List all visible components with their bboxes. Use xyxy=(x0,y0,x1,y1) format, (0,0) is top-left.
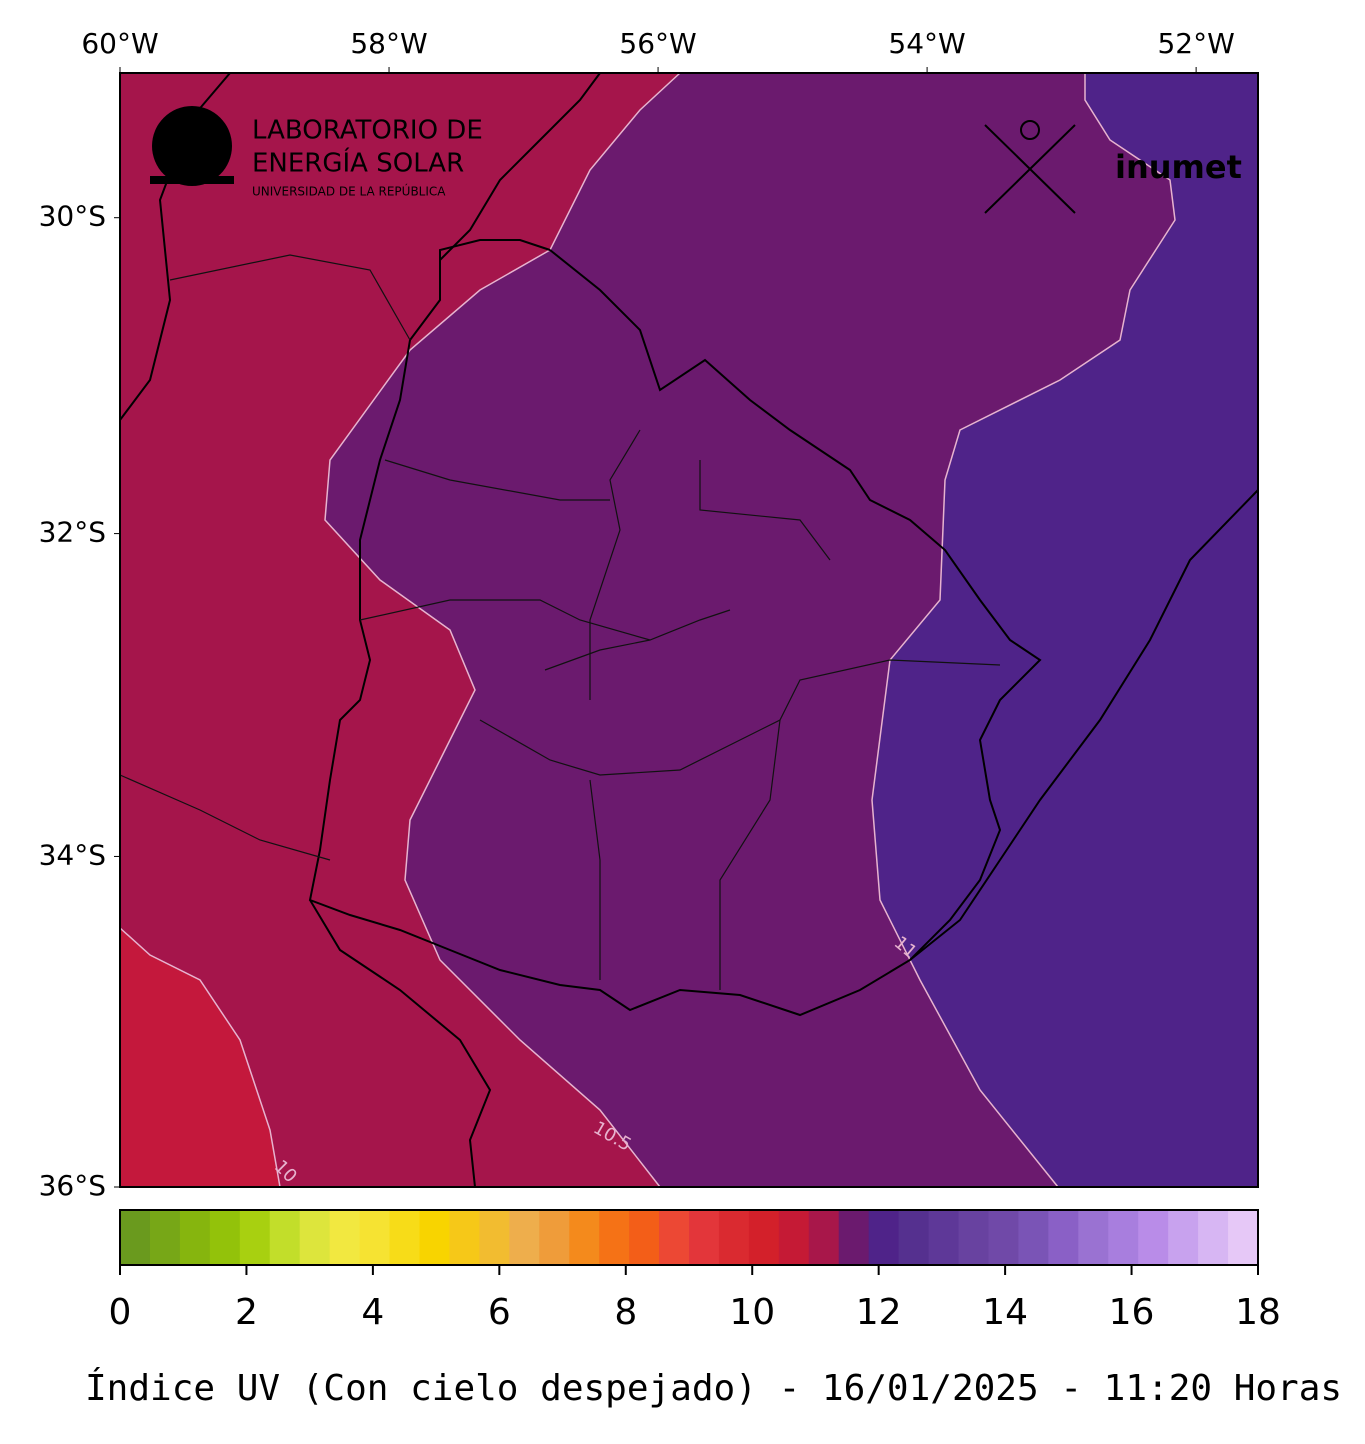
border xyxy=(439,72,601,261)
colorbar-segment xyxy=(659,1210,690,1265)
colorbar-segment xyxy=(838,1210,870,1265)
colorbar-segment xyxy=(1228,1210,1259,1265)
colorbar-tick-label: 12 xyxy=(856,1292,902,1333)
colorbar-segment xyxy=(389,1210,420,1265)
colorbar-tick-label: 2 xyxy=(235,1292,258,1333)
colorbar-segment xyxy=(120,1210,151,1265)
colorbar-segment xyxy=(599,1210,630,1265)
colorbar-segment xyxy=(629,1210,660,1265)
colorbar-segment xyxy=(1108,1210,1139,1265)
inumet-logo: inumet xyxy=(984,120,1242,214)
logo-sun xyxy=(1020,120,1040,140)
dept-line xyxy=(169,254,411,341)
uruguay-border xyxy=(308,239,1042,1017)
colorbar-segment xyxy=(479,1210,510,1265)
colorbar-segment xyxy=(419,1210,450,1265)
colorbar-segment xyxy=(209,1210,241,1265)
inumet-name: inumet xyxy=(1115,148,1242,186)
colorbar-tick-label: 18 xyxy=(1235,1292,1281,1333)
region-below-10 xyxy=(120,928,280,1187)
colorbar-segment xyxy=(149,1210,181,1265)
colorbar-tick-label: 10 xyxy=(729,1292,775,1333)
colorbar-segment xyxy=(808,1210,840,1265)
lat-tick-label: 34°S xyxy=(39,838,106,871)
colorbar-tick-label: 14 xyxy=(982,1292,1028,1333)
colorbar-frame xyxy=(119,1209,1259,1266)
logo-subtitle: UNIVERSIDAD DE LA REPÚBLICA xyxy=(252,184,446,199)
dept-line xyxy=(384,459,610,501)
colorbar-segment xyxy=(299,1210,331,1265)
colorbar-segment xyxy=(539,1210,570,1265)
lon-tick-label: 58°W xyxy=(350,27,427,60)
colorbar-tick-label: 4 xyxy=(361,1292,384,1333)
colorbar-tick-label: 8 xyxy=(614,1292,637,1333)
colorbar-segment xyxy=(269,1210,301,1265)
dept-line xyxy=(589,429,641,700)
region-105-11 xyxy=(325,73,1175,1187)
map-frame xyxy=(119,72,1259,1188)
colorbar-segment xyxy=(748,1210,780,1265)
colorbar-segment xyxy=(958,1210,989,1265)
colorbar-segment xyxy=(1018,1210,1049,1265)
colorbar-tick-label: 0 xyxy=(109,1292,132,1333)
logo-base xyxy=(150,176,234,184)
colorbar-segment xyxy=(718,1210,750,1265)
borders xyxy=(119,72,1259,1188)
colorbar-segment xyxy=(239,1210,271,1265)
colorbar-segment xyxy=(329,1210,361,1265)
colorbar-segment xyxy=(179,1210,211,1265)
contour-line xyxy=(871,73,1176,1188)
logo-line xyxy=(984,124,1076,214)
lat-tick-label: 36°S xyxy=(39,1169,106,1202)
dept-line xyxy=(699,460,831,561)
colorbar-segment xyxy=(1168,1210,1199,1265)
colorbar-segment xyxy=(1048,1210,1079,1265)
colorbar-segment xyxy=(928,1210,960,1265)
colorbar-segment xyxy=(778,1210,810,1265)
colorbar-segment xyxy=(1198,1210,1229,1265)
lat-tick-label: 30°S xyxy=(39,200,106,233)
lon-tick-label: 56°W xyxy=(619,27,696,60)
colorbar-segment xyxy=(988,1210,1019,1265)
lat-tick-label: 32°S xyxy=(39,516,106,549)
colorbar-segment xyxy=(1138,1210,1169,1265)
coast xyxy=(909,489,1259,961)
colorbar-segment xyxy=(509,1210,540,1265)
colorbar-segment xyxy=(359,1210,391,1265)
logo-sun xyxy=(152,106,232,186)
dept-line xyxy=(119,774,331,861)
dept-line xyxy=(479,659,1001,776)
colorbar-segment xyxy=(898,1210,930,1265)
colorbar-segment xyxy=(1078,1210,1109,1265)
dept-line xyxy=(359,599,651,641)
dept-line xyxy=(589,779,601,980)
logo-title: ENERGÍA SOLAR xyxy=(252,147,464,179)
lon-tick-label: 54°W xyxy=(888,27,965,60)
caption: Índice UV (Con cielo despejado) - 16/01/… xyxy=(85,1367,1342,1409)
lon-tick-label: 60°W xyxy=(81,27,158,60)
coast xyxy=(309,899,492,1188)
contour-line xyxy=(119,927,281,1188)
map-fill xyxy=(119,72,1258,1188)
colorbar-tick-label: 6 xyxy=(488,1292,511,1333)
lon-tick-label: 52°W xyxy=(1157,27,1234,60)
lab-logo: LABORATORIO DE ENERGÍA SOLAR UNIVERSIDAD… xyxy=(150,106,483,199)
colorbar-tick-label: 16 xyxy=(1109,1292,1155,1333)
colorbar-segment xyxy=(449,1210,480,1265)
dept-line xyxy=(719,719,781,990)
colorbar-segment xyxy=(569,1210,600,1265)
colorbar-segment xyxy=(689,1210,720,1265)
contour-line xyxy=(324,72,681,1188)
colorbar-segment xyxy=(868,1210,900,1265)
logo-title: LABORATORIO DE xyxy=(252,116,483,146)
